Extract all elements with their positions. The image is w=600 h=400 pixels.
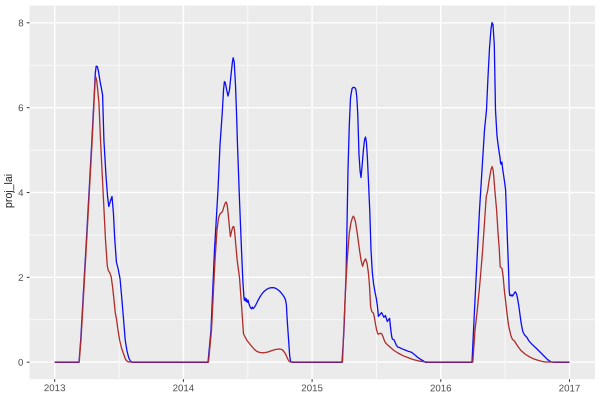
svg-text:2014: 2014 — [173, 383, 195, 394]
svg-text:0: 0 — [18, 358, 24, 369]
svg-text:6: 6 — [18, 103, 23, 114]
svg-text:4: 4 — [18, 188, 24, 199]
svg-text:2015: 2015 — [301, 383, 323, 394]
svg-text:2017: 2017 — [559, 383, 581, 394]
svg-text:2013: 2013 — [44, 383, 66, 394]
svg-text:8: 8 — [18, 18, 23, 29]
svg-text:2: 2 — [18, 273, 23, 284]
svg-text:2016: 2016 — [430, 383, 452, 394]
svg-text:proj_lai: proj_lai — [3, 174, 15, 208]
